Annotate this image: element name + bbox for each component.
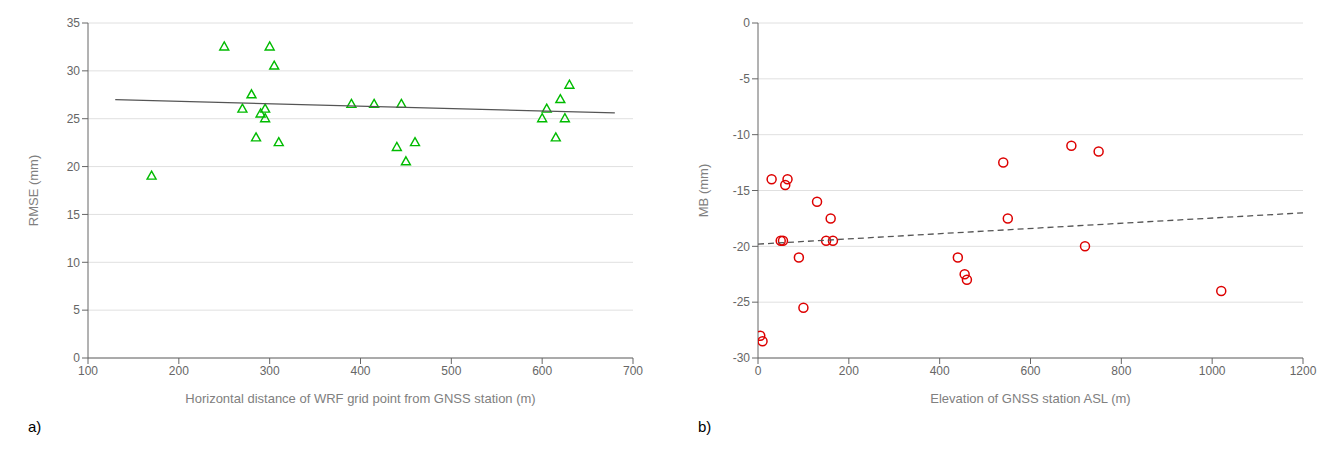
svg-text:30: 30	[67, 64, 81, 78]
svg-text:100: 100	[78, 364, 98, 378]
svg-text:5: 5	[73, 303, 80, 317]
svg-text:400: 400	[350, 364, 370, 378]
svg-text:300: 300	[260, 364, 280, 378]
svg-text:15: 15	[67, 208, 81, 222]
svg-text:1000: 1000	[1199, 364, 1226, 378]
svg-text:-5: -5	[739, 72, 750, 86]
svg-text:-25: -25	[733, 295, 751, 309]
svg-text:RMSE (mm): RMSE (mm)	[26, 155, 41, 227]
svg-text:0: 0	[743, 16, 750, 30]
svg-text:0: 0	[755, 364, 762, 378]
svg-text:25: 25	[67, 112, 81, 126]
svg-text:200: 200	[839, 364, 859, 378]
svg-text:10: 10	[67, 256, 81, 270]
svg-text:MB (mm): MB (mm)	[696, 164, 711, 217]
svg-text:Horizontal distance of WRF gri: Horizontal distance of WRF grid point fr…	[185, 391, 535, 406]
svg-text:800: 800	[1111, 364, 1131, 378]
svg-text:-20: -20	[733, 240, 751, 254]
svg-text:-30: -30	[733, 351, 751, 365]
html-text:b): b)	[698, 418, 712, 435]
svg-text:20: 20	[67, 160, 81, 174]
svg-text:Elevation of GNSS station ASL: Elevation of GNSS station ASL (m)	[930, 391, 1130, 406]
svg-text:-10: -10	[733, 128, 751, 142]
svg-text:35: 35	[67, 16, 81, 30]
svg-text:600: 600	[532, 364, 552, 378]
svg-text:200: 200	[169, 364, 189, 378]
svg-text:-15: -15	[733, 184, 751, 198]
svg-text:700: 700	[623, 364, 643, 378]
svg-text:600: 600	[1020, 364, 1040, 378]
svg-text:0: 0	[73, 351, 80, 365]
svg-text:500: 500	[441, 364, 461, 378]
html-text:a): a)	[28, 418, 42, 435]
svg-text:400: 400	[930, 364, 950, 378]
svg-text:1200: 1200	[1290, 364, 1317, 378]
